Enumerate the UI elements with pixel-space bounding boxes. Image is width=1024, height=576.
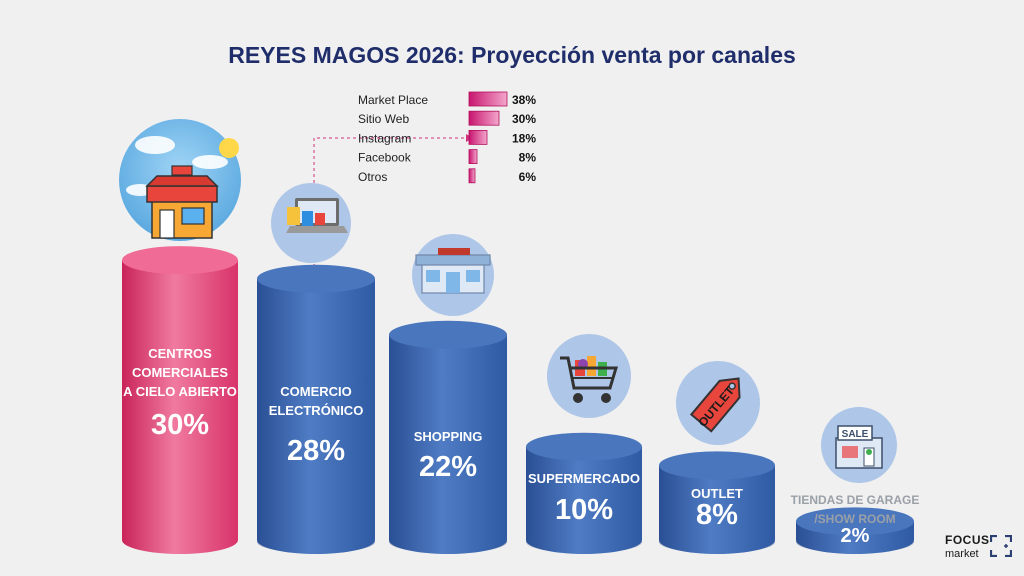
channel-value: 8%	[519, 151, 537, 165]
channel-bar	[468, 91, 508, 107]
category-label: /SHOW ROOM	[814, 512, 895, 526]
shopping-cart-icon	[547, 334, 631, 418]
channel-bar	[468, 110, 500, 126]
cylinder-bars: CENTROS COMERCIALES A CIELO ABIERTO 30% COME…	[122, 246, 919, 554]
laptop-shopping-icon	[271, 183, 351, 263]
channel-bar	[468, 149, 478, 165]
channel-bar	[468, 129, 488, 145]
category-label: COMERCIO	[280, 384, 352, 399]
svg-text:SALE: SALE	[842, 429, 869, 440]
outlet-tag-icon: OUTLET	[676, 361, 760, 445]
value-label: 22%	[419, 451, 477, 483]
channel-value: 6%	[519, 170, 537, 184]
value-label: 30%	[151, 409, 209, 441]
cylinder-bar	[659, 451, 775, 554]
value-label: 10%	[555, 494, 613, 526]
channel-value: 38%	[512, 93, 536, 107]
channel-bar	[468, 168, 476, 184]
sale-shop-icon: SALE	[821, 407, 897, 483]
channel-value: 18%	[512, 131, 536, 145]
category-label: OUTLET	[691, 486, 743, 501]
focus-market-logo: FOCUS market	[942, 530, 1016, 566]
cylinder-bar	[389, 320, 507, 554]
channel-label: Otros	[358, 170, 387, 184]
cylinder-bar	[122, 246, 238, 554]
channel-label: Instagram	[358, 131, 411, 145]
logo-text-market: market	[945, 548, 979, 560]
storefront-icon	[119, 119, 241, 241]
shopping-center-icon	[412, 234, 494, 316]
channel-value: 30%	[512, 112, 536, 126]
channel-label: Facebook	[358, 151, 412, 165]
cylinder-bar	[257, 264, 375, 554]
category-label: SUPERMERCADO	[528, 471, 640, 486]
value-label: 8%	[696, 499, 738, 531]
logo-text-focus: FOCUS	[945, 533, 990, 547]
category-label: COMERCIALES	[132, 365, 228, 380]
online-channel-bars: Market Place 38% Sitio Web 30% Instagram 18% F…	[358, 91, 537, 184]
value-label: 2%	[841, 525, 870, 547]
category-label: ELECTRÓNICO	[269, 403, 364, 418]
logo-frame-icon	[990, 535, 1012, 557]
cylinder-bar	[526, 432, 642, 554]
category-label: TIENDAS DE GARAGE	[791, 493, 920, 507]
category-label: SHOPPING	[414, 429, 483, 444]
channel-label: Market Place	[358, 93, 428, 107]
category-label: A CIELO ABIERTO	[123, 384, 237, 399]
cylinder-bar	[796, 507, 914, 554]
channel-label: Sitio Web	[358, 112, 409, 126]
chart-title: REYES MAGOS 2026: Proyección venta por c…	[228, 42, 796, 68]
value-label: 28%	[287, 435, 345, 467]
category-label: CENTROS	[148, 346, 212, 361]
